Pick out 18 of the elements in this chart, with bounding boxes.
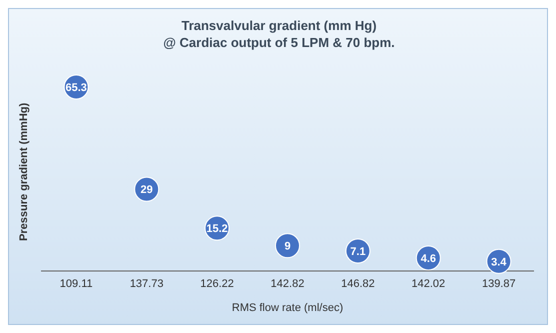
- data-label: 9: [284, 240, 291, 253]
- chart-title: Transvalvular gradient (mm Hg) @ Cardiac output of 5 LPM & 70 bpm.: [162, 17, 396, 51]
- data-label: 3.4: [491, 256, 508, 268]
- data-label: 15.2: [206, 223, 228, 236]
- y-axis-title: Pressure gradient (mmHg): [18, 102, 30, 241]
- data-label: 4.6: [420, 252, 436, 265]
- x-tick-label: 126.22: [200, 278, 234, 290]
- data-label: 7.1: [350, 246, 366, 258]
- point: [275, 233, 300, 258]
- x-tick-label: 142.82: [270, 278, 304, 290]
- x-tick-label: 137.73: [130, 278, 164, 290]
- x-tick-label: 109.11: [60, 278, 93, 290]
- x-tick-label: 139.87: [482, 278, 516, 290]
- x-axis-title: RMS flow rate (ml/sec): [232, 302, 344, 314]
- data-label: 29: [140, 184, 153, 196]
- x-tick-label: 142.02: [412, 278, 446, 290]
- data-label: 65.3: [66, 82, 87, 94]
- x-tick-label: 146.82: [341, 278, 375, 290]
